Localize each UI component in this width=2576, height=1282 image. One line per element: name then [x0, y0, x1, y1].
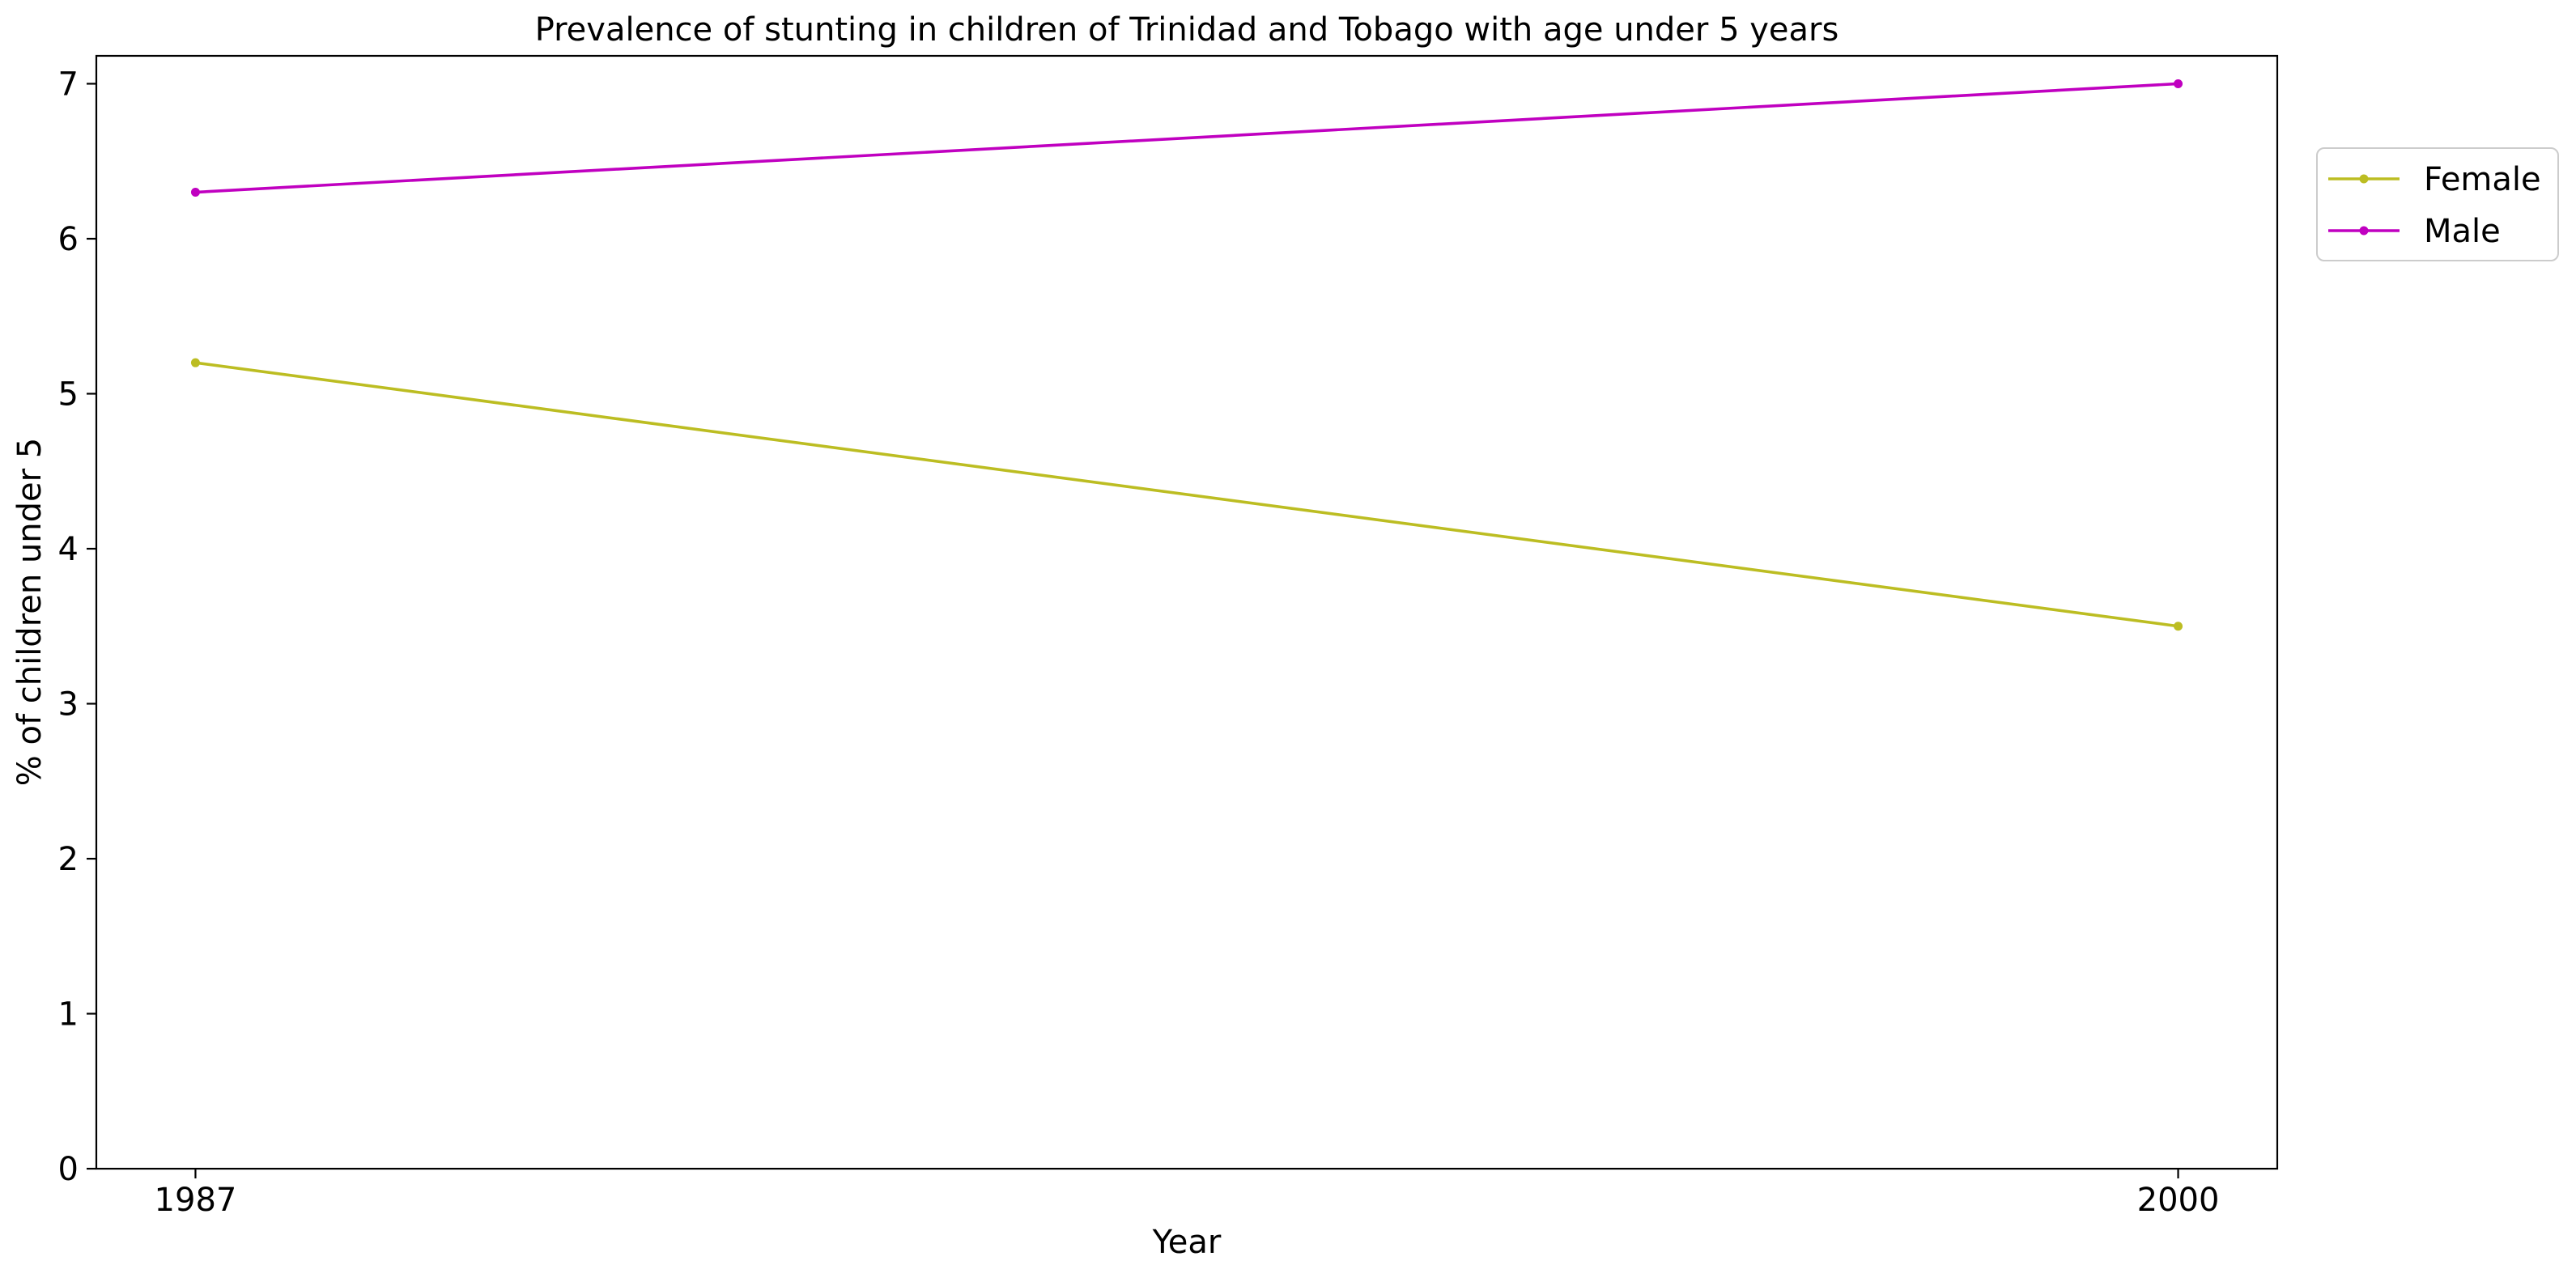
legend: Female Male — [2316, 147, 2559, 261]
data-point-female — [2174, 622, 2183, 631]
y-tick-label: 4 — [58, 531, 79, 568]
legend-entry-male: Male — [2328, 213, 2501, 250]
y-tick-label: 0 — [58, 1151, 79, 1188]
data-point-female — [190, 358, 200, 367]
y-tick-label: 1 — [58, 995, 79, 1033]
legend-marker-male — [2359, 226, 2369, 236]
x-tick-label: 1987 — [155, 1182, 237, 1219]
data-point-male — [2174, 79, 2183, 88]
legend-entries: Female Male — [2328, 161, 2541, 250]
y-tick-label: 3 — [58, 686, 79, 723]
y-tick-label: 2 — [58, 841, 79, 878]
plot-area-frame — [95, 54, 2279, 1170]
series-line-male — [195, 82, 2179, 194]
x-tick-label: 2000 — [2137, 1182, 2220, 1219]
chart-title: Prevalence of stunting in children of Tr… — [535, 11, 1839, 49]
legend-marker-female — [2359, 174, 2369, 184]
legend-label-male: Male — [2424, 213, 2501, 250]
plot-series — [190, 79, 2183, 631]
legend-entry-female: Female — [2328, 161, 2541, 198]
series-female — [190, 358, 2183, 631]
axes: 0 1 2 3 4 5 6 7 1987 2000 — [58, 66, 2220, 1219]
series-male — [190, 79, 2183, 197]
y-tick-label: 6 — [58, 221, 79, 258]
y-tick-label: 7 — [58, 66, 79, 103]
y-tick-label: 5 — [58, 376, 79, 413]
legend-box — [2316, 147, 2559, 261]
data-point-male — [190, 188, 200, 197]
series-line-female — [195, 361, 2179, 628]
y-axis-label: % of children under 5 — [11, 438, 49, 787]
x-axis-label: Year — [1152, 1224, 1222, 1261]
legend-label-female: Female — [2424, 161, 2541, 198]
